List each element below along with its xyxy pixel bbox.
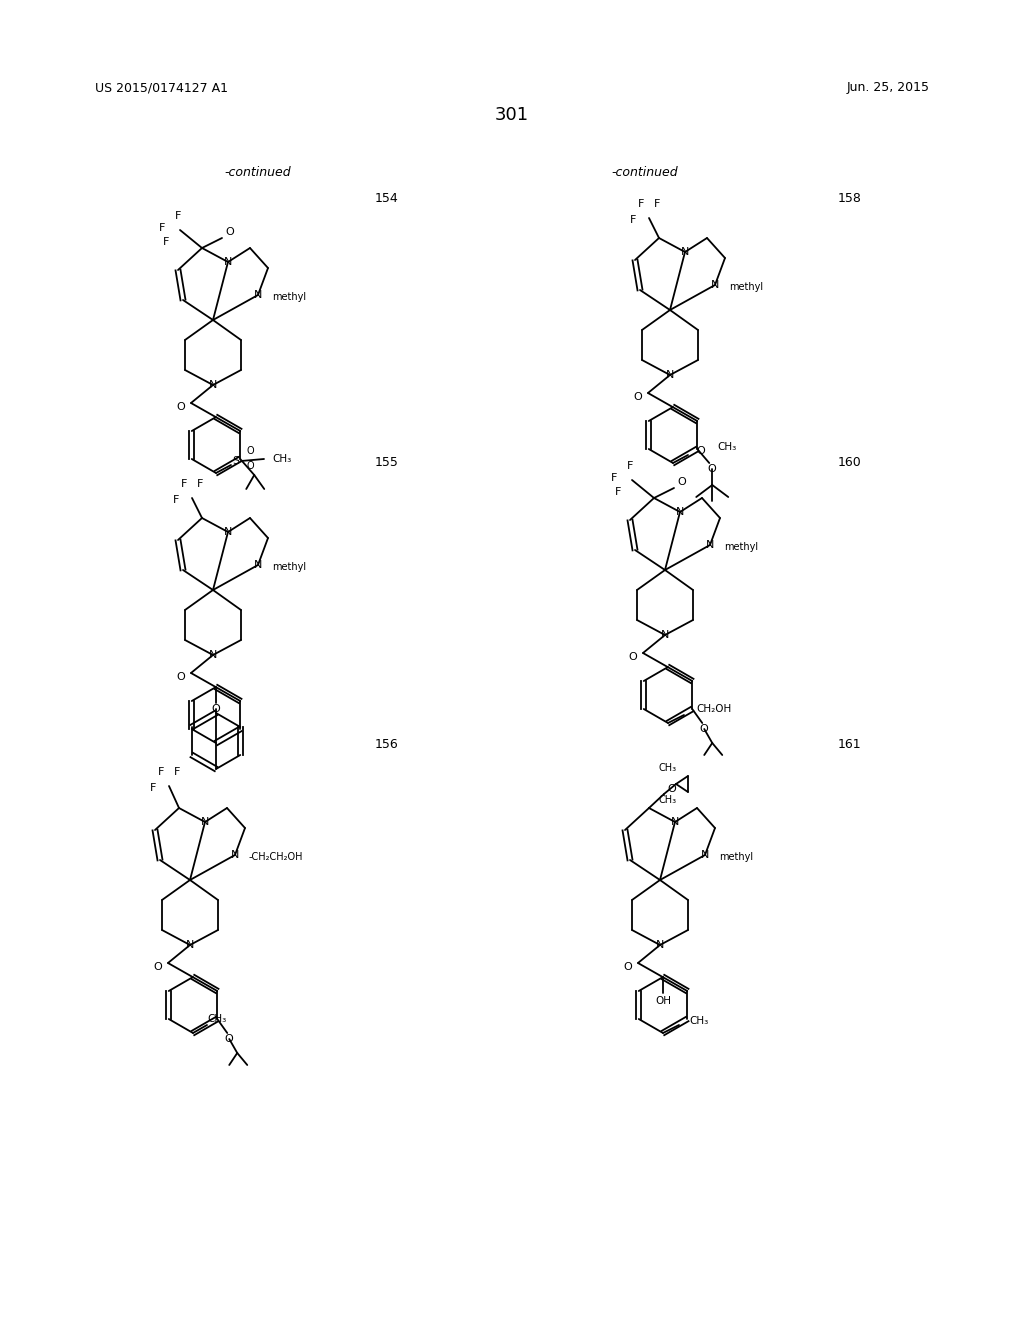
Text: CH₃: CH₃ [658,795,677,805]
Text: F: F [627,461,633,471]
Text: N: N [209,649,217,660]
Text: N: N [185,940,195,950]
Text: O: O [212,704,220,714]
Text: O: O [225,1034,233,1044]
Text: F: F [174,767,180,777]
Text: N: N [676,507,684,517]
Text: N: N [666,370,674,380]
Text: CH₂OH: CH₂OH [696,704,731,714]
Text: O: O [678,477,686,487]
Text: methyl: methyl [272,562,306,572]
Text: N: N [209,380,217,389]
Text: CH₃: CH₃ [689,1016,709,1026]
Text: N: N [254,290,262,300]
Text: O: O [668,784,677,795]
Text: F: F [150,783,157,793]
Text: O: O [176,672,185,682]
Text: O: O [246,461,254,471]
Text: N: N [254,560,262,570]
Text: N: N [230,850,240,861]
Text: OH: OH [655,997,671,1006]
Text: F: F [158,767,164,777]
Text: F: F [614,487,622,498]
Text: O: O [708,465,717,474]
Text: F: F [181,479,187,488]
Text: F: F [610,473,617,483]
Text: -continued: -continued [611,165,678,178]
Text: N: N [224,527,232,537]
Text: F: F [175,211,181,220]
Text: CH₃: CH₃ [658,763,677,774]
Text: N: N [660,630,670,640]
Text: N: N [655,940,665,950]
Text: US 2015/0174127 A1: US 2015/0174127 A1 [95,82,228,95]
Text: O: O [634,392,642,403]
Text: O: O [246,446,254,455]
Text: 155: 155 [375,455,399,469]
Text: O: O [699,723,709,734]
Text: -continued: -continued [224,165,291,178]
Text: N: N [671,817,679,828]
Text: O: O [225,227,234,238]
Text: O: O [696,446,706,455]
Text: F: F [159,223,165,234]
Text: 154: 154 [375,191,398,205]
Text: O: O [629,652,637,663]
Text: N: N [706,540,714,550]
Text: 160: 160 [838,455,862,469]
Text: F: F [173,495,179,506]
Text: methyl: methyl [724,543,758,552]
Text: O: O [154,962,163,972]
Text: 301: 301 [495,106,529,124]
Text: -CH₂CH₂OH: -CH₂CH₂OH [249,851,303,862]
Text: N: N [681,247,689,257]
Text: N: N [201,817,209,828]
Text: O: O [176,403,185,412]
Text: O: O [624,962,633,972]
Text: methyl: methyl [272,292,306,302]
Text: 156: 156 [375,738,398,751]
Text: 161: 161 [838,738,861,751]
Text: N: N [224,257,232,267]
Text: F: F [163,238,169,247]
Text: CH₃: CH₃ [717,442,736,451]
Text: F: F [630,215,636,224]
Text: CH₃: CH₃ [208,1014,226,1024]
Text: N: N [700,850,710,861]
Text: N: N [711,280,719,290]
Text: methyl: methyl [729,282,763,292]
Text: F: F [197,479,203,488]
Text: F: F [638,199,644,209]
Text: F: F [653,199,660,209]
Text: Jun. 25, 2015: Jun. 25, 2015 [847,82,930,95]
Text: 158: 158 [838,191,862,205]
Text: methyl: methyl [719,851,753,862]
Text: CH₃: CH₃ [272,454,291,465]
Text: S: S [232,455,240,466]
